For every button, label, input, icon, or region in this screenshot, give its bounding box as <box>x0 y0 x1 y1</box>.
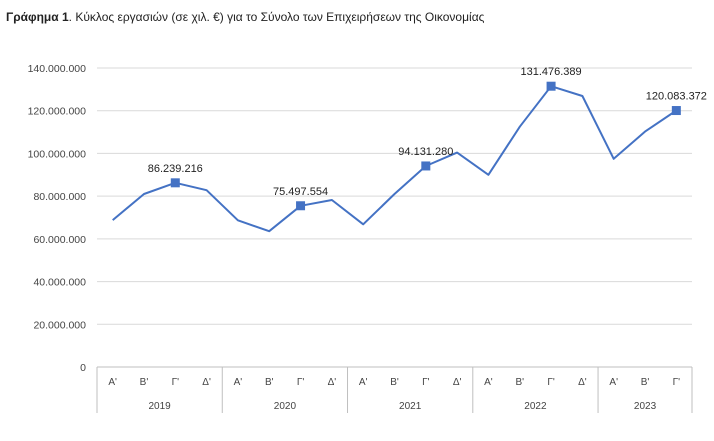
data-point-marker <box>421 161 431 171</box>
y-tick-label: 100.000.000 <box>28 148 87 160</box>
x-tick-label: Β' <box>265 377 274 388</box>
x-tick-label: Α' <box>359 377 368 388</box>
x-group-label: 2020 <box>274 401 297 412</box>
y-tick-label: 20.000.000 <box>33 319 86 331</box>
x-tick-label: Β' <box>641 377 650 388</box>
y-tick-label: 80.000.000 <box>33 191 86 203</box>
x-tick-label: Α' <box>484 377 493 388</box>
x-tick-label: Β' <box>140 377 149 388</box>
series-line <box>112 81 681 233</box>
y-tick-label: 0 <box>80 362 86 374</box>
x-tick-label: Δ' <box>328 377 337 388</box>
x-tick-label: Γ' <box>297 377 305 388</box>
data-point-marker <box>296 201 306 211</box>
data-label: 94.131.280 <box>398 146 453 158</box>
x-tick-label: Δ' <box>453 377 462 388</box>
x-tick-label: Γ' <box>422 377 430 388</box>
data-point-marker <box>671 106 681 116</box>
y-tick-label: 60.000.000 <box>33 234 86 246</box>
chart-title: Γράφημα 1. Κύκλος εργασιών (σε χιλ. €) γ… <box>6 10 484 24</box>
y-tick-label: 120.000.000 <box>28 106 87 118</box>
x-tick-label: Γ' <box>673 377 681 388</box>
x-group-label: 2022 <box>524 401 547 412</box>
x-tick-label: Β' <box>515 377 524 388</box>
y-tick-label: 40.000.000 <box>33 277 86 289</box>
data-labels: 86.239.216 75.497.554 94.131.280 131.476.38… <box>148 66 707 198</box>
x-group-label: 2021 <box>399 401 422 412</box>
x-group-label: 2019 <box>149 401 172 412</box>
series-path <box>112 85 677 233</box>
data-label: 75.497.554 <box>273 186 328 198</box>
y-axis: 0 20.000.000 40.000.000 60.000.000 80.000.00… <box>28 63 87 374</box>
chart-title-text: . Κύκλος εργασιών (σε χιλ. €) για το Σύν… <box>68 10 485 24</box>
x-tick-label: Δ' <box>578 377 587 388</box>
data-label: 120.083.372 <box>646 91 707 103</box>
data-label: 86.239.216 <box>148 163 203 175</box>
x-tick-label: Δ' <box>202 377 211 388</box>
data-label: 131.476.389 <box>520 66 581 78</box>
x-tick-label: Γ' <box>547 377 555 388</box>
grid-lines <box>97 67 692 325</box>
chart-title-bold: Γράφημα 1 <box>6 10 69 24</box>
data-point-marker <box>546 81 556 91</box>
x-axis: Α' Β' Γ' Δ' Α' Β' Γ' Δ' Α' Β' Γ' Δ' Α' Β' Γ' Δ' Α' Β' Γ' 20… <box>96 366 693 413</box>
x-tick-label: Α' <box>108 377 117 388</box>
x-tick-label: Β' <box>390 377 399 388</box>
y-tick-label: 140.000.000 <box>28 63 87 75</box>
x-tick-label: Γ' <box>172 377 180 388</box>
data-point-marker <box>170 178 180 188</box>
x-tick-label: Α' <box>609 377 618 388</box>
x-group-label: 2023 <box>634 401 657 412</box>
x-tick-label: Α' <box>234 377 243 388</box>
